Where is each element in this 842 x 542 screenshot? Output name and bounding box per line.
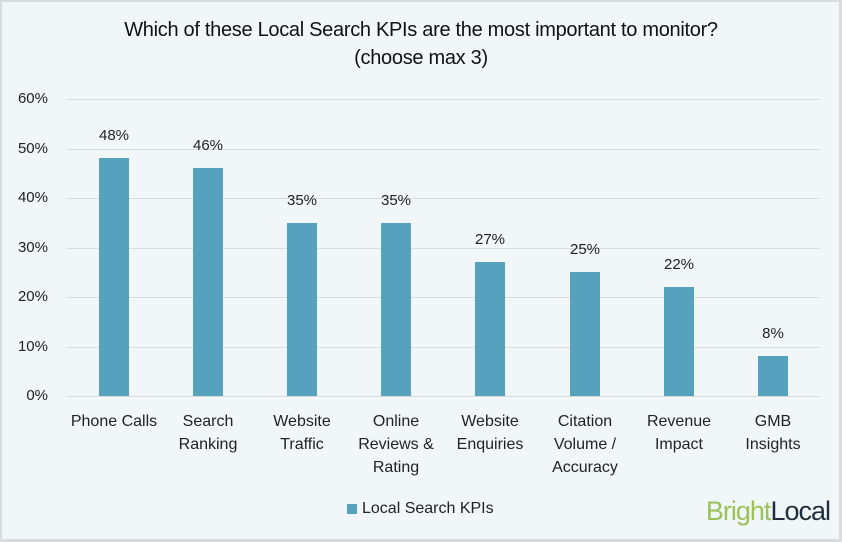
value-label: 35% <box>380 192 412 209</box>
y-tick-label: 20% <box>17 288 48 305</box>
bar <box>193 168 223 396</box>
value-label: 8% <box>762 325 784 342</box>
gridline <box>67 149 820 150</box>
legend-swatch <box>347 504 357 514</box>
gridline <box>67 99 820 100</box>
bar <box>758 356 788 396</box>
logo-part-bright: Bright <box>705 496 772 526</box>
x-tick-label: Citation Volume / Accuracy <box>552 413 618 476</box>
value-label: 35% <box>286 192 318 209</box>
value-label: 22% <box>663 256 695 273</box>
bar <box>475 262 505 396</box>
subtitle-line: (choose max 3) <box>354 47 488 69</box>
x-tick-label: Search Ranking <box>178 413 238 453</box>
brightlocal-logo: BrightLocal <box>705 496 831 527</box>
logo-part-local: Local <box>770 496 831 526</box>
gridline <box>67 396 820 397</box>
bar <box>570 272 600 396</box>
y-tick-label: 50% <box>17 140 48 157</box>
x-tick-label: Website Enquiries <box>456 413 524 453</box>
value-label: 27% <box>474 231 506 248</box>
title-line: Which of these Local Search KPIs are the… <box>124 19 718 41</box>
x-tick-label: Online Reviews & Rating <box>358 413 434 476</box>
chart-title: Which of these Local Search KPIs are the… <box>0 16 842 72</box>
x-tick-label: Revenue Impact <box>646 413 712 453</box>
x-tick-label: GMB Insights <box>745 413 801 453</box>
gridline <box>67 248 820 249</box>
gridline <box>67 347 820 348</box>
bar <box>381 223 411 396</box>
legend: Local Search KPIs <box>347 500 494 518</box>
x-tick-label: Website Traffic <box>273 413 331 453</box>
value-label: 48% <box>98 127 130 144</box>
x-tick-label: Phone Calls <box>70 413 158 430</box>
bar <box>287 223 317 396</box>
value-label: 46% <box>192 137 224 154</box>
bar <box>99 158 129 396</box>
legend-label: Local Search KPIs <box>362 500 494 517</box>
value-label: 25% <box>569 241 601 258</box>
y-tick-label: 40% <box>17 189 48 206</box>
bar <box>664 287 694 396</box>
y-tick-label: 60% <box>17 90 48 107</box>
y-tick-label: 0% <box>26 387 48 404</box>
y-tick-label: 30% <box>17 239 48 256</box>
gridline <box>67 198 820 199</box>
gridline <box>67 297 820 298</box>
y-tick-label: 10% <box>17 338 48 355</box>
